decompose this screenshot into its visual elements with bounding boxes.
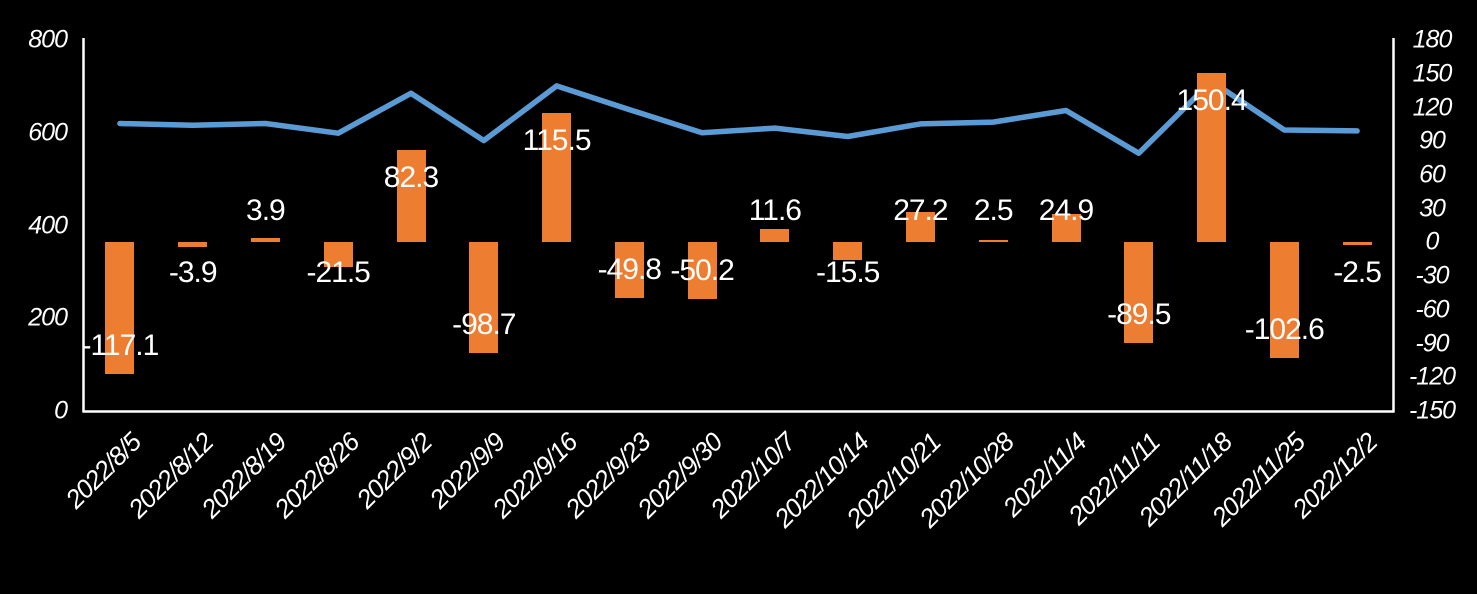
left-axis-tick-label: 400 [28, 211, 68, 239]
bar-data-label: -89.5 [1107, 298, 1171, 331]
bar [323, 242, 353, 267]
bar-data-label: -98.7 [452, 308, 516, 342]
bar [1269, 242, 1299, 358]
bar-data-label: -102.6 [1244, 312, 1325, 346]
bar [687, 242, 717, 299]
bar [1051, 214, 1081, 243]
bar-data-label: 82.3 [383, 160, 439, 194]
bar [396, 149, 426, 243]
bar [978, 239, 1008, 243]
right-axis-tick-label: -150 [1408, 396, 1456, 425]
right-axis-tick-label: -60 [1415, 295, 1449, 324]
left-axis-tick-label: 800 [28, 25, 68, 54]
bar-data-label: -2.5 [1333, 256, 1382, 290]
bar-data-label: -49.8 [597, 253, 662, 287]
right-axis-tick-label: 180 [1412, 25, 1453, 54]
bar-data-label: 2.5 [973, 194, 1014, 228]
bar [905, 211, 935, 243]
bar-data-label: -15.5 [815, 256, 880, 290]
bar-data-label: 27.2 [893, 194, 948, 228]
right-axis-tick-label: -90 [1415, 329, 1449, 357]
bar-data-label: 11.6 [748, 194, 802, 228]
bar-data-label: -3.9 [168, 256, 218, 290]
right-axis-tick-label: 90 [1419, 126, 1446, 155]
left-axis-tick-label: 200 [28, 303, 68, 332]
bar [833, 242, 863, 260]
bar [105, 242, 135, 374]
right-axis-tick-label: 0 [1425, 227, 1440, 256]
bar-data-label: 24.9 [1038, 194, 1094, 228]
bar-data-label: -50.2 [670, 253, 734, 287]
line-series [117, 78, 1360, 156]
bar [469, 242, 499, 354]
left-axis-tick-label: 600 [28, 118, 68, 147]
bar-data-label: 150.4 [1176, 84, 1248, 118]
bar [1124, 242, 1154, 343]
bar [1342, 242, 1372, 246]
left-axis-tick-label: 0 [54, 396, 68, 425]
right-axis-tick-label: 150 [1412, 59, 1453, 88]
bar [1197, 73, 1227, 243]
right-axis-tick-label: 120 [1412, 93, 1453, 121]
right-axis-tick-label: 60 [1419, 160, 1446, 189]
bar [250, 238, 280, 243]
bar [614, 242, 644, 299]
bar-data-label: -117.1 [81, 329, 159, 362]
bar-data-label: 115.5 [522, 123, 592, 157]
bar [760, 229, 790, 243]
bar [542, 112, 572, 243]
bar-data-label: -21.5 [306, 256, 370, 290]
right-axis-tick-label: -30 [1415, 261, 1449, 290]
bar [178, 242, 208, 247]
bar-data-label: 3.9 [246, 194, 286, 228]
right-axis-tick-label: 30 [1419, 194, 1446, 223]
right-axis-tick-label: -120 [1408, 362, 1456, 391]
